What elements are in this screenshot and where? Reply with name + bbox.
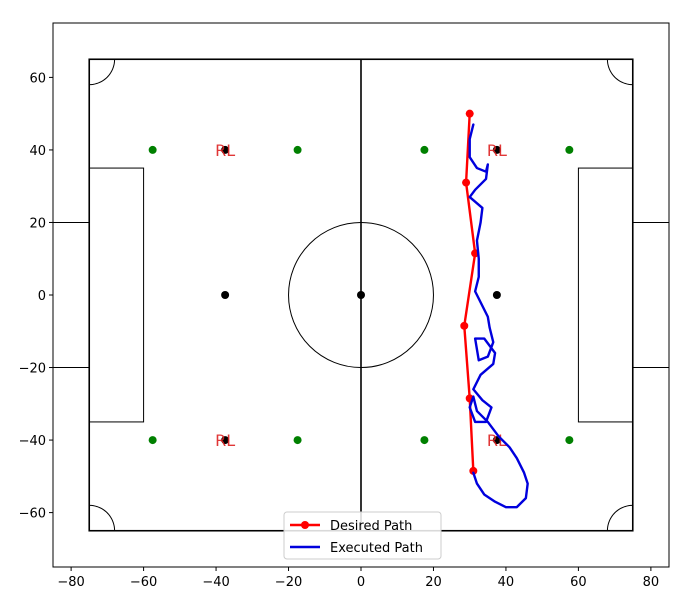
plot-area: RL RL RL RL — [53, 58, 669, 532]
legend-box — [283, 511, 442, 560]
legend-entry-label: Executed Path — [330, 541, 423, 556]
y-tick-label: 40 — [29, 144, 46, 159]
black-marker — [492, 145, 501, 154]
green-marker — [293, 436, 302, 445]
penalty-box-right — [577, 167, 634, 423]
goal-left — [53, 221, 90, 369]
legend-swatch-marker — [301, 521, 309, 529]
annotation-label: RL — [487, 431, 507, 450]
x-tick-label: 40 — [498, 575, 515, 590]
axes: −80 −60 −40 −20 0 20 40 60 80 −60 −40 −20 0 20 40 60 — [19, 22, 670, 590]
green-marker — [565, 436, 574, 445]
x-tick-label: −20 — [275, 575, 302, 590]
goal-right — [632, 221, 669, 369]
y-tick-label: −20 — [19, 362, 46, 377]
y-tick-label: 60 — [29, 71, 46, 86]
black-marker — [221, 145, 230, 154]
corner-arc-bottom-left — [89, 504, 116, 531]
penalty-box-left — [88, 167, 145, 423]
legend: Desired Path Executed Path — [283, 511, 442, 560]
x-tick-label: 20 — [425, 575, 442, 590]
green-marker — [148, 145, 157, 154]
y-tick-label: 0 — [38, 289, 46, 304]
y-tick-label: −60 — [19, 507, 46, 522]
y-tick-label: 20 — [29, 216, 46, 231]
x-tick-label: −40 — [202, 575, 229, 590]
green-marker — [293, 145, 302, 154]
annotation-label: RL — [215, 141, 235, 160]
green-marker — [148, 436, 157, 445]
annotation-label: RL — [487, 141, 507, 160]
x-tick-label: 80 — [643, 575, 660, 590]
legend-entry-label: Desired Path — [330, 519, 412, 534]
desired-path-point — [469, 466, 478, 475]
black-marker — [221, 436, 230, 445]
y-tick-label: −40 — [19, 434, 46, 449]
corner-arc-top-left — [89, 59, 116, 86]
desired-path-point — [460, 321, 469, 330]
desired-path-point — [462, 178, 471, 187]
black-marker — [221, 291, 230, 299]
black-marker — [492, 291, 501, 299]
corner-arc-top-right — [606, 59, 633, 86]
green-marker — [420, 145, 429, 154]
x-tick-label: −60 — [130, 575, 157, 590]
x-tick-label: −80 — [57, 575, 84, 590]
green-marker — [565, 145, 574, 154]
x-tick-label: 60 — [570, 575, 587, 590]
green-marker — [420, 436, 429, 445]
black-marker — [357, 291, 365, 299]
annotation-label: RL — [215, 431, 235, 450]
x-tick-label: 0 — [357, 575, 365, 590]
center-circle — [288, 221, 434, 369]
executed-path-line — [468, 123, 529, 509]
corner-arc-bottom-right — [606, 504, 633, 531]
desired-path-point — [465, 109, 474, 118]
